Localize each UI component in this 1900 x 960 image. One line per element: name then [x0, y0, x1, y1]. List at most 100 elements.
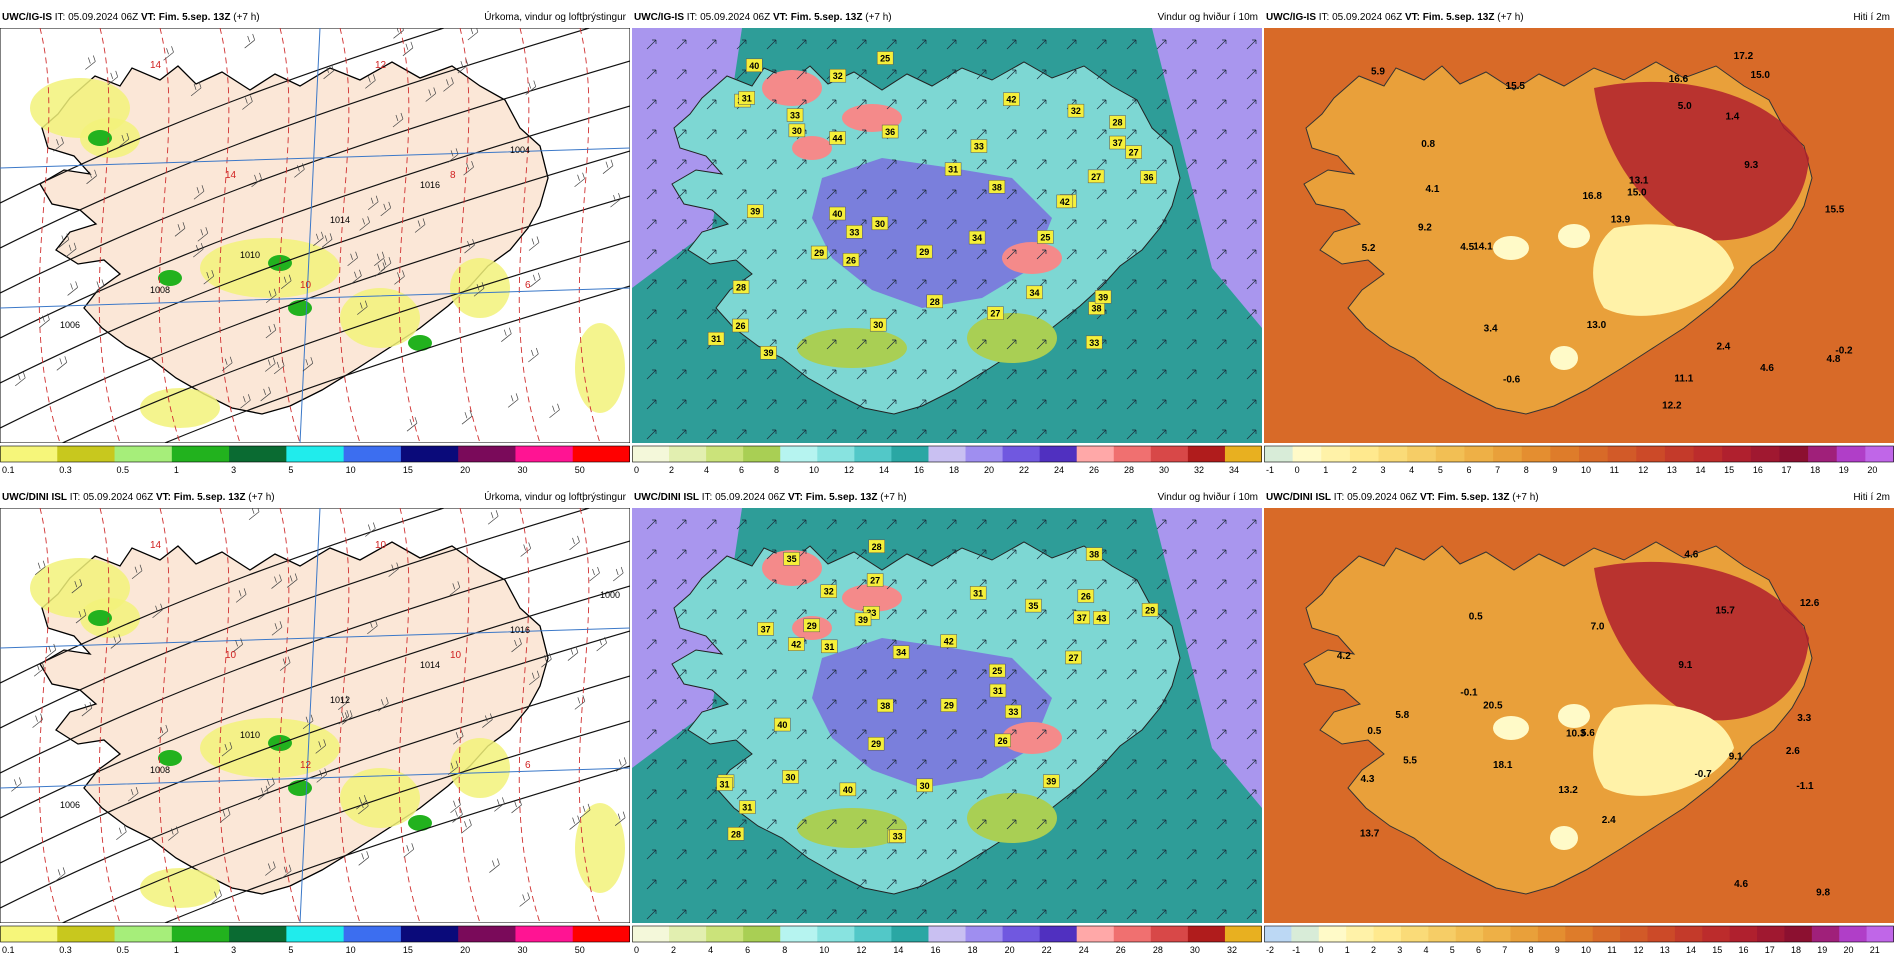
svg-text:25: 25	[1040, 232, 1050, 242]
colorbar-tick: 12	[1638, 465, 1648, 475]
wind-barb	[54, 867, 66, 882]
svg-text:40: 40	[777, 720, 787, 730]
temp-value: 9.1	[1678, 660, 1692, 671]
temp-value: 2.4	[1716, 342, 1730, 353]
wind-arrow	[646, 39, 657, 50]
wind-barb	[163, 46, 174, 61]
it-label: IT:	[1333, 492, 1345, 503]
wind-barb	[279, 656, 291, 671]
wind-arrow	[886, 219, 897, 230]
wind-arrow	[826, 849, 837, 860]
temp-value: 16.8	[1583, 191, 1603, 202]
temp-value: 14.1	[1473, 241, 1493, 252]
wind-barb	[265, 288, 277, 304]
wind-arrow	[1156, 699, 1167, 710]
wind-arrow	[646, 699, 657, 710]
gust-core	[792, 136, 832, 160]
wind-arrow	[706, 99, 717, 110]
gust-label: 38	[1085, 547, 1103, 561]
wind-arrow	[1246, 279, 1257, 290]
wind-arrow	[916, 729, 927, 740]
wind-arrow	[886, 519, 897, 530]
init-time: 05.09.2024 06Z	[1332, 12, 1403, 23]
gust-label: 27	[1065, 650, 1082, 665]
colorbar-swatch	[1039, 446, 1078, 462]
svg-text:42: 42	[1060, 197, 1070, 207]
svg-text:31: 31	[742, 93, 752, 103]
gust-label: 31	[707, 331, 725, 346]
colorbar-swatch	[1579, 446, 1609, 462]
wind-arrow	[946, 729, 957, 740]
wind-barb	[367, 195, 379, 211]
wind-arrow	[886, 609, 897, 620]
svg-text:29: 29	[919, 247, 929, 257]
wind-arrow	[736, 159, 747, 170]
colorbar-tick: 1	[1323, 465, 1328, 475]
svg-text:25: 25	[992, 666, 1002, 676]
wind-barb	[357, 300, 368, 315]
wind-arrow	[1096, 39, 1107, 50]
colorbar-swatch	[1378, 446, 1408, 462]
temp-value: 4.6	[1734, 879, 1748, 890]
cold-spot	[1550, 826, 1578, 850]
colorbar-tick: 16	[930, 945, 940, 955]
svg-text:39: 39	[763, 348, 773, 358]
wind-arrow	[706, 69, 717, 80]
svg-text:28: 28	[736, 283, 746, 293]
colorbar-swatch	[1321, 446, 1351, 462]
wind-arrow	[766, 249, 777, 260]
wind-arrow	[706, 39, 717, 50]
wind-barb	[86, 169, 97, 185]
it-label: IT:	[701, 492, 713, 503]
temp-value: 9.1	[1729, 752, 1743, 763]
isobar-line	[163, 285, 630, 443]
temp-value: -1.1	[1796, 781, 1814, 792]
temp-value: 5.6	[1581, 728, 1595, 739]
wind-arrow	[796, 249, 807, 260]
colorbar-swatch	[343, 926, 402, 942]
colorbar-swatch	[171, 446, 230, 462]
panel-header: UWC/DINI ISL IT: 05.09.2024 06Z VT: Fim.…	[0, 490, 630, 506]
wind-arrow	[676, 219, 687, 230]
isotherm-line	[98, 28, 121, 443]
colorbar-tick: 12	[856, 945, 866, 955]
isobar-line	[60, 240, 630, 443]
panel-dini-temp: UWC/DINI ISL IT: 05.09.2024 06Z VT: Fim.…	[1264, 490, 1894, 960]
wind-arrow	[1126, 369, 1137, 380]
svg-text:31: 31	[711, 334, 721, 344]
colorbar-tick: 6	[745, 945, 750, 955]
wind-arrow	[1006, 309, 1017, 320]
wind-arrow	[1216, 549, 1227, 560]
wind-arrow	[1216, 789, 1227, 800]
wind-arrow	[946, 429, 957, 440]
wind-barb	[315, 739, 327, 754]
wind-arrow	[1216, 429, 1227, 440]
wind-arrow	[1156, 759, 1167, 770]
wind-arrow	[1126, 399, 1137, 410]
wind-arrow	[1036, 639, 1047, 650]
wind-arrow	[1096, 759, 1107, 770]
wind-arrow	[1096, 819, 1107, 830]
wind-arrow	[856, 399, 867, 410]
wind-arrow	[916, 279, 927, 290]
wind-barb	[367, 619, 378, 635]
temp-value: 0.5	[1367, 726, 1381, 737]
wind-barb	[589, 566, 600, 582]
wind-arrow	[826, 159, 837, 170]
panel-dini-precip: UWC/DINI ISL IT: 05.09.2024 06Z VT: Fim.…	[0, 490, 630, 960]
wind-barb	[393, 28, 404, 39]
isobar-line	[0, 585, 630, 819]
gust-label: 39	[1094, 290, 1112, 304]
wind-arrow	[886, 309, 897, 320]
precip-colorbar: 0.1 0.3 0.5 1 3 5 10 15 20 30 50	[0, 444, 630, 480]
init-time: 05.09.2024 06Z	[83, 492, 154, 503]
precip-core	[88, 130, 112, 146]
gust-label: 27	[1125, 145, 1142, 159]
wind-arrow	[886, 909, 897, 920]
temp-value: 3.4	[1484, 323, 1498, 334]
gust-label: 43	[1093, 611, 1110, 625]
temp-value: 9.8	[1816, 888, 1830, 899]
vt-label: VT:	[155, 492, 171, 503]
svg-text:31: 31	[824, 642, 834, 652]
wind-arrow	[1156, 579, 1167, 590]
